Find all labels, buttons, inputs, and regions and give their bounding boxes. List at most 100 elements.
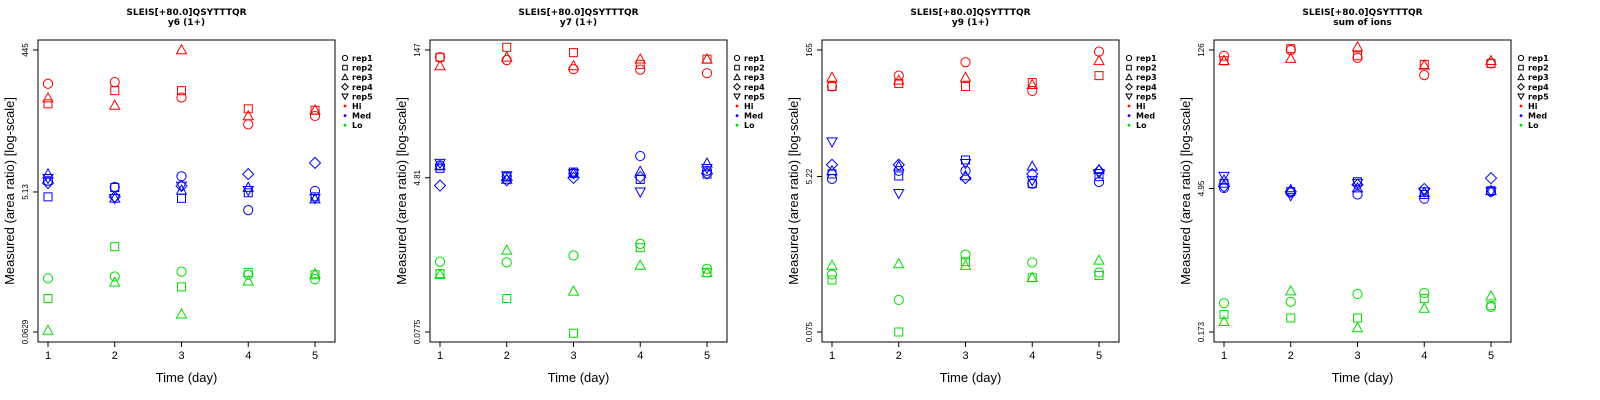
x-tick-label: 2 <box>1288 350 1294 362</box>
data-point-lo-rep1 <box>568 250 579 261</box>
y-tick-label: 5.22 <box>805 168 814 184</box>
data-point-med-rep1 <box>701 165 713 176</box>
legend-label: rep1 <box>1136 54 1157 63</box>
data-point-lo-rep1 <box>1352 288 1363 300</box>
data-point-lo-rep1 <box>501 257 512 268</box>
data-point-med-rep5 <box>1218 171 1230 183</box>
data-point-med-rep4 <box>959 171 972 185</box>
data-point-lo-rep3 <box>175 307 188 319</box>
legend-circle-icon <box>341 54 349 62</box>
data-point-med-rep2 <box>43 192 53 202</box>
x-tick-label: 3 <box>178 350 184 362</box>
chart-title: SLEIS[+80.0]QSYTTTQR <box>1302 8 1422 18</box>
legend-label: rep2 <box>744 64 765 73</box>
data-point-hi-rep2 <box>635 59 645 69</box>
x-tick-label: 4 <box>245 350 251 362</box>
data-point-lo-rep1 <box>1485 301 1497 313</box>
chart-title: SLEIS[+80.0]QSYTTTQR <box>126 8 246 18</box>
data-point-med-rep5 <box>634 187 647 199</box>
data-point-hi-rep3 <box>434 59 446 71</box>
data-point-hi-rep1 <box>701 68 713 79</box>
data-point-hi-rep2 <box>1353 51 1362 61</box>
data-point-lo-rep1 <box>701 263 713 274</box>
legend-square-icon <box>342 64 348 71</box>
data-point-lo-rep3 <box>500 244 513 255</box>
legend-label: rep5 <box>1136 92 1157 101</box>
legend-circle-icon <box>733 54 741 62</box>
x-tick-label: 1 <box>437 350 443 362</box>
data-point-hi-rep2 <box>110 86 120 96</box>
data-point-med-rep4 <box>242 167 255 181</box>
legend-label: Hi <box>352 102 362 111</box>
y-tick-label: 0.075 <box>805 321 814 342</box>
legend-label: rep3 <box>744 73 765 82</box>
x-axis-label: Time (day) <box>940 370 1002 385</box>
data-point-hi-rep2 <box>502 42 512 52</box>
data-point-hi-rep2 <box>894 79 904 89</box>
data-point-med-rep2 <box>177 193 186 203</box>
data-point-med-rep3 <box>1485 184 1497 196</box>
data-points <box>433 42 714 338</box>
legend-square-icon <box>734 64 740 71</box>
data-point-lo-rep3 <box>242 275 255 286</box>
data-point-lo-rep2 <box>1486 301 1496 311</box>
legend-dot-hi <box>1519 104 1523 108</box>
legend-label: Hi <box>1528 102 1538 111</box>
data-point-lo-rep1 <box>434 256 446 267</box>
data-point-lo-rep3 <box>1418 302 1431 313</box>
x-tick-label: 3 <box>1354 350 1360 362</box>
chart-subtitle: sum of ions <box>1333 18 1392 28</box>
legend-triangle-up-icon <box>733 73 741 81</box>
legend-label: rep3 <box>1136 73 1157 82</box>
data-point-lo-rep3 <box>1351 321 1364 333</box>
data-point-lo-rep2 <box>1094 271 1104 281</box>
legend-circle-icon <box>1125 54 1133 62</box>
data-point-hi-rep1 <box>1352 52 1363 63</box>
data-point-lo-rep2 <box>635 243 645 253</box>
legend-triangle-up-icon <box>1517 73 1525 81</box>
legend-label: rep1 <box>1528 54 1549 63</box>
data-point-med-rep2 <box>961 155 970 165</box>
y-tick-label: 126 <box>1197 43 1206 57</box>
data-point-lo-rep3 <box>826 259 838 270</box>
data-point-lo-rep3 <box>892 257 905 269</box>
legend-label: rep4 <box>352 83 373 92</box>
data-point-med-rep1 <box>309 185 321 197</box>
legend-label: rep2 <box>1528 64 1549 73</box>
x-tick-label: 1 <box>45 350 51 362</box>
data-point-med-rep3 <box>1026 160 1039 171</box>
data-point-hi-rep1 <box>960 57 971 68</box>
x-tick-label: 5 <box>1488 350 1494 362</box>
data-point-med-rep5 <box>309 194 321 205</box>
data-point-lo-rep2 <box>502 293 512 303</box>
data-point-med-rep2 <box>702 169 712 179</box>
legend-label: rep4 <box>1528 83 1549 92</box>
data-point-hi-rep1 <box>109 77 120 88</box>
data-point-hi-rep3 <box>567 59 580 71</box>
y-axis-label: Measured (area ratio) [log-scale] <box>1178 97 1193 285</box>
x-tick-label: 2 <box>504 350 510 362</box>
data-point-hi-rep3 <box>1218 54 1230 66</box>
data-point-lo-rep3 <box>108 276 121 287</box>
legend-circle-icon <box>1517 54 1525 62</box>
data-point-med-rep5 <box>434 158 446 170</box>
data-point-hi-rep1 <box>1027 85 1038 97</box>
data-point-lo-rep1 <box>1093 267 1105 278</box>
x-tick-label: 5 <box>1096 350 1102 362</box>
data-point-hi-rep3 <box>959 71 972 82</box>
data-point-med-rep2 <box>243 188 253 198</box>
plot-frame <box>429 39 728 343</box>
legend-label: Hi <box>1136 102 1146 111</box>
data-point-med-rep5 <box>175 181 188 193</box>
legend-square-icon <box>1518 64 1524 71</box>
data-point-lo-rep1 <box>826 269 838 280</box>
data-point-lo-rep3 <box>42 324 54 335</box>
data-point-med-rep3 <box>634 165 647 176</box>
data-point-lo-rep2 <box>827 275 837 285</box>
